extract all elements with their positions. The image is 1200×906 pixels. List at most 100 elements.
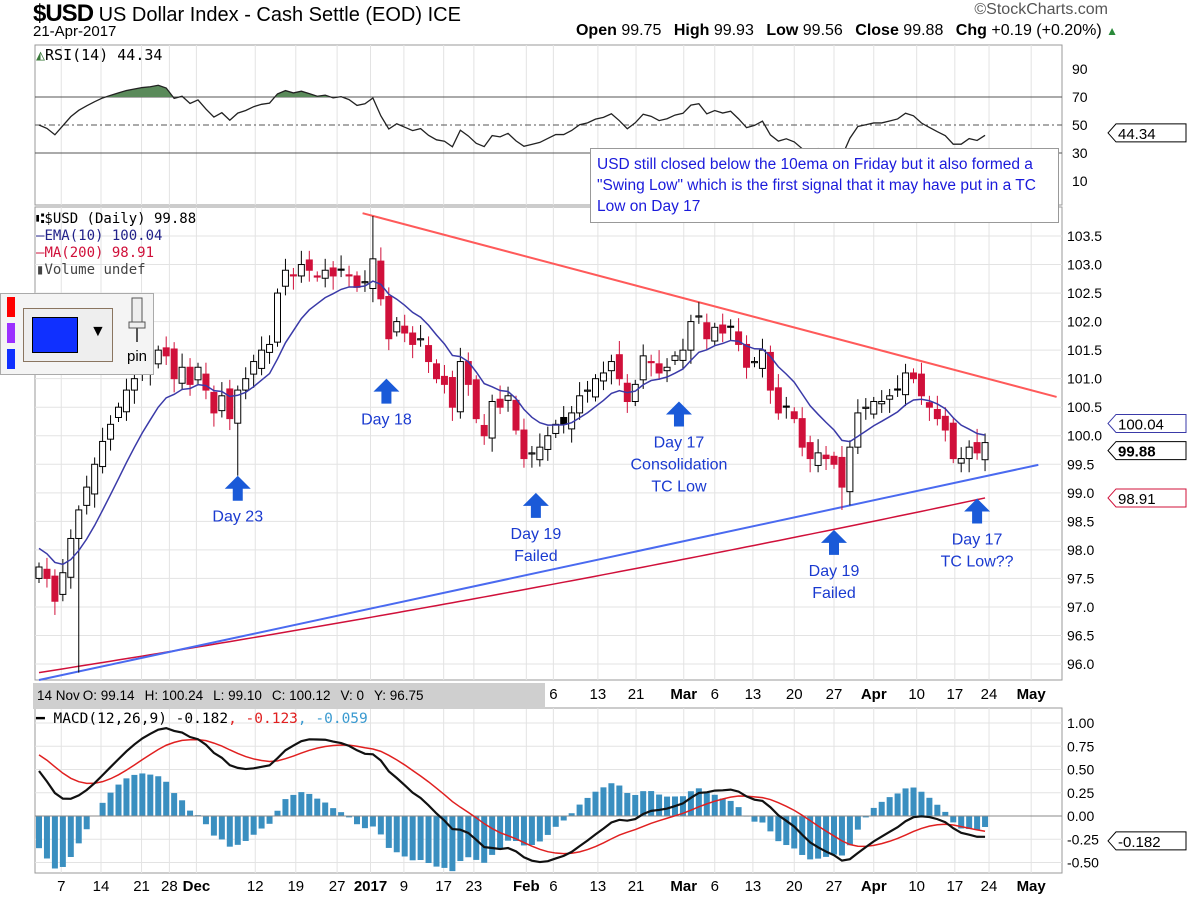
color-dropdown[interactable]: ▼ xyxy=(23,308,113,362)
date-tick-label: Dec xyxy=(183,878,211,895)
candle xyxy=(655,350,663,380)
macd-histogram-bar xyxy=(536,816,543,842)
annotation-label: Failed xyxy=(812,585,856,602)
low-value: 99.56 xyxy=(802,22,843,39)
rsi-value-tag-text: 44.34 xyxy=(1118,126,1156,143)
selected-color xyxy=(32,317,78,353)
macd-histogram-bar xyxy=(576,804,583,816)
chevron-down-icon: ▼ xyxy=(90,323,106,340)
macd-histogram-bar xyxy=(862,816,869,818)
macd-histogram-bar xyxy=(377,816,384,835)
date-tick-label-mid: 21 xyxy=(628,686,645,703)
pin-icon xyxy=(128,297,146,342)
price-tick-label: 96.0 xyxy=(1067,656,1094,672)
price-tick-label: 101.5 xyxy=(1067,342,1102,358)
price-legend: ⑆$USD (Daily) 99.88 —EMA(10) 100.04 —MA(… xyxy=(36,211,196,279)
macd-histogram-bar xyxy=(290,794,297,816)
date-tick-label-mid: 13 xyxy=(590,686,607,703)
macd-histogram-bar xyxy=(592,791,599,816)
candle xyxy=(711,322,719,346)
candle xyxy=(448,370,456,421)
candle-body xyxy=(242,378,250,391)
rsi-tick-label: 90 xyxy=(1072,61,1088,77)
date-tick-label: Mar xyxy=(670,878,697,895)
candle xyxy=(99,427,107,474)
candle xyxy=(456,347,464,419)
candle-body xyxy=(369,258,377,290)
candle-body xyxy=(902,372,910,396)
price-tick-label: 97.0 xyxy=(1067,599,1094,615)
candle-body xyxy=(250,361,258,375)
candle xyxy=(194,362,202,385)
candle-body xyxy=(448,377,456,408)
candle xyxy=(210,385,218,427)
macd-tick-label: -0.25 xyxy=(1067,831,1099,847)
macd-histogram-bar xyxy=(751,816,758,822)
swatch-red[interactable] xyxy=(7,297,15,317)
candle-body xyxy=(162,347,170,357)
candle-body xyxy=(592,378,599,398)
candle-body xyxy=(401,325,409,334)
candle xyxy=(727,319,735,342)
macd-histogram-bar xyxy=(282,799,289,816)
macd-histogram-bar xyxy=(807,816,814,860)
candle xyxy=(281,258,289,296)
candle-body xyxy=(695,315,703,318)
macd-histogram-bar xyxy=(385,816,392,848)
candle-body xyxy=(329,267,337,277)
candle-body xyxy=(75,509,83,539)
candle xyxy=(321,258,329,288)
macd-histogram-bar xyxy=(950,816,957,823)
date-tick-label: 21 xyxy=(133,878,150,895)
macd-histogram-bar xyxy=(958,816,965,829)
macd-histogram-bar xyxy=(322,802,329,816)
date-tick-label-mid: 17 xyxy=(946,686,963,703)
macd-histogram-bar xyxy=(306,793,313,816)
candle-body xyxy=(973,442,981,454)
candle xyxy=(902,363,910,407)
candle xyxy=(393,317,401,337)
candle xyxy=(933,395,941,426)
candle-body xyxy=(576,395,584,414)
candle-body xyxy=(584,389,592,392)
macd-value-tag: -0.182 xyxy=(1107,831,1187,851)
candle-body xyxy=(822,454,830,460)
candle-body xyxy=(226,388,234,420)
macd-histogram-bar xyxy=(338,812,345,816)
candle-body xyxy=(385,295,393,340)
annotation-label: Day 19 xyxy=(511,526,562,543)
candle-body xyxy=(846,446,854,493)
date-tick-label: 12 xyxy=(247,878,264,895)
candle xyxy=(258,336,266,376)
swatch-blue[interactable] xyxy=(7,349,15,369)
macd-histogram-bar xyxy=(131,774,138,816)
candle-body xyxy=(178,366,186,384)
macd-histogram-bar xyxy=(99,802,106,816)
macd-histogram-bar xyxy=(624,792,631,816)
instrument-name: US Dollar Index - Cash Settle (EOD) xyxy=(98,4,423,26)
pin-button[interactable]: pin xyxy=(123,296,151,370)
annotation-label: Day 17 xyxy=(952,532,1003,549)
macd-histogram-bar xyxy=(505,816,512,841)
candle xyxy=(703,313,711,351)
macd-histogram-bar xyxy=(266,816,273,824)
high-value: 99.93 xyxy=(713,22,754,39)
volume-legend: ▮Volume undef xyxy=(36,262,196,279)
macd-histogram-bar xyxy=(823,816,830,857)
chg-label: Chg xyxy=(955,22,987,39)
swatch-purple[interactable] xyxy=(7,323,15,343)
candle xyxy=(480,414,488,445)
candle-body xyxy=(830,455,838,465)
macd-histogram-bar xyxy=(218,816,225,840)
candle xyxy=(488,394,496,452)
annotation-label: Day 17 xyxy=(654,435,705,452)
candle xyxy=(130,371,138,404)
macd-histogram-bar xyxy=(449,816,456,872)
macd-legend-signal: , -0.123 xyxy=(228,711,298,727)
macd-histogram-bar xyxy=(695,788,702,816)
exchange: ICE xyxy=(427,4,461,26)
price-legend-text: $USD (Daily) 99.88 xyxy=(44,211,197,227)
candle-body xyxy=(472,379,480,420)
macd-histogram-bar xyxy=(51,816,58,869)
candle-body xyxy=(234,389,242,424)
